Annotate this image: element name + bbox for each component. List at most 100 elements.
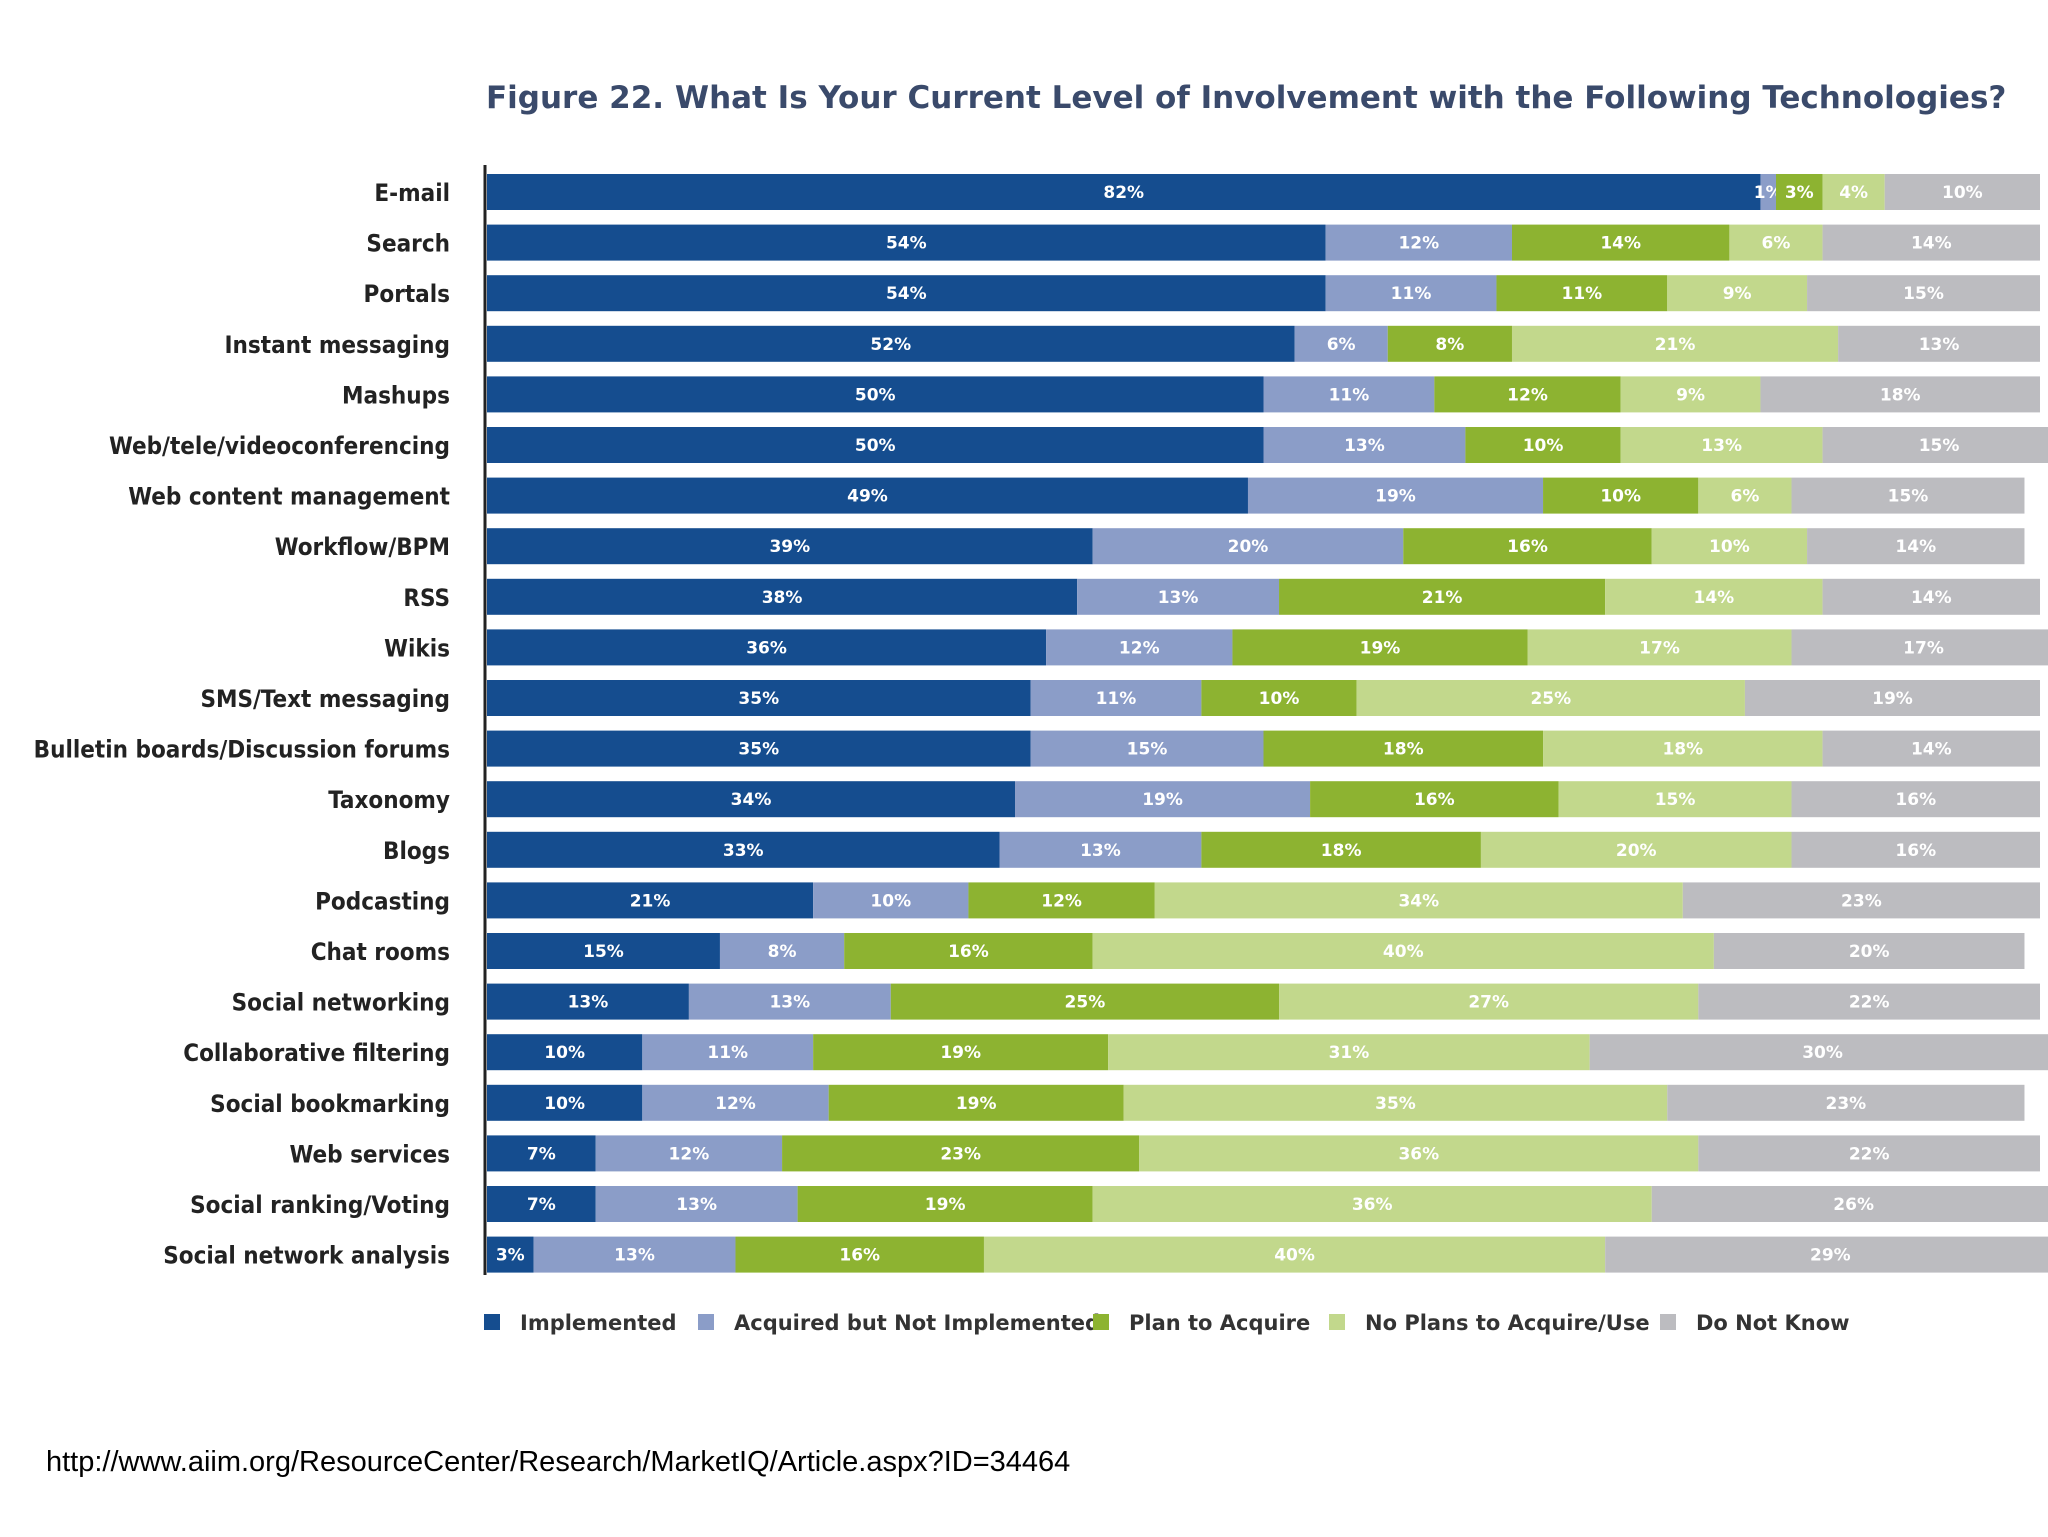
data-label: 9% (1676, 385, 1705, 405)
data-label: 11% (1329, 385, 1370, 405)
bar-segment-implemented (487, 528, 1093, 565)
data-label: 40% (1274, 1246, 1315, 1266)
bar-segment-no-plans (1154, 882, 1683, 919)
bar-segment-plan (1511, 224, 1730, 261)
bar-segment-acquired (1092, 528, 1404, 565)
data-label: 16% (1414, 790, 1455, 810)
data-label: 82% (1103, 183, 1144, 203)
data-label: 54% (886, 234, 927, 254)
bar-segment-no-plans (1139, 1135, 1699, 1172)
legend-label: Implemented (520, 1311, 677, 1335)
bar-segment-acquired (1247, 477, 1544, 514)
data-label: 19% (940, 1043, 981, 1063)
bar-segment-no-plans (1356, 680, 1745, 716)
bar-segment-implemented (487, 831, 1000, 868)
data-label: 9% (1723, 284, 1752, 304)
legend-label: No Plans to Acquire/Use (1365, 1311, 1650, 1335)
data-label: 16% (1895, 790, 1936, 810)
bar-segment-no-plans (1092, 933, 1714, 969)
bar-segment-plan (1496, 275, 1668, 312)
bar-segment-do-not-know (1744, 680, 2040, 716)
data-label: 15% (1127, 740, 1168, 760)
data-label: 13% (769, 993, 810, 1013)
bar-segment-implemented (487, 224, 1326, 261)
bars-layer: 82% 1% 3% 4% 10%54% 12% 14% 6% 14%54% 11% 11% 9% 15%… (487, 174, 2048, 1273)
bar-segment-plan (1232, 629, 1528, 666)
bar-segment-do-not-know (1822, 578, 2040, 615)
data-label: 13% (1080, 841, 1121, 861)
bar-segment-acquired (1015, 781, 1311, 818)
data-label: 11% (707, 1043, 748, 1063)
bar-segment-plan (1279, 578, 1606, 615)
bar-segment-implemented (487, 882, 814, 919)
category-label: Search (366, 230, 450, 258)
data-label: 33% (723, 841, 764, 861)
data-label: 35% (738, 689, 779, 709)
data-label: 11% (1391, 284, 1432, 304)
data-label: 10% (870, 891, 911, 911)
bar-segment-do-not-know (1605, 1236, 2048, 1273)
data-label: 14% (1895, 537, 1936, 557)
data-label: 10% (1709, 537, 1750, 557)
bar-segment-no-plans (1620, 376, 1761, 413)
bar-segment-do-not-know (1791, 629, 2048, 666)
data-label: 11% (1096, 689, 1137, 709)
bar-segment-no-plans (1527, 629, 1792, 666)
data-label: 14% (1911, 588, 1952, 608)
bar-segment-implemented (487, 174, 1761, 210)
bar-segment-no-plans (1698, 477, 1792, 514)
bar-segment-no-plans (1729, 224, 1823, 261)
bar-segment-plan (1387, 325, 1512, 362)
bar-segment-do-not-know (1760, 376, 2040, 413)
bar-segment-no-plans (1108, 1034, 1590, 1071)
bar-segment-plan (782, 1135, 1140, 1172)
bar-segment-implemented (487, 477, 1248, 514)
data-label: 12% (669, 1144, 710, 1164)
category-label: Collaborative filtering (183, 1039, 450, 1067)
data-label: 13% (1158, 588, 1199, 608)
bar-segment-do-not-know (1698, 1135, 2040, 1172)
category-labels: E-mail Search Portals Instant messaging Mash… (34, 179, 450, 1270)
bar-segment-acquired (1294, 325, 1388, 362)
bar-segment-implemented (487, 325, 1295, 362)
data-label: 35% (738, 740, 779, 760)
data-label: 54% (886, 284, 927, 304)
bar-segment-do-not-know (1651, 1186, 2048, 1222)
bar-segment-acquired (1325, 224, 1512, 261)
category-label: Social ranking/Voting (190, 1191, 450, 1219)
category-label: RSS (403, 584, 450, 612)
legend-swatch-acquired (698, 1314, 714, 1330)
category-label: Taxonomy (328, 786, 450, 814)
bar-segment-implemented (487, 730, 1031, 767)
data-label: 19% (1360, 638, 1401, 658)
data-label: 12% (1398, 234, 1439, 254)
data-label: 1% (1754, 183, 1783, 203)
data-label: 20% (1616, 841, 1657, 861)
bar-segment-implemented (487, 1135, 596, 1172)
data-label: 21% (630, 891, 671, 911)
data-label: 34% (731, 790, 772, 810)
data-label: 6% (1327, 335, 1356, 355)
bar-segment-do-not-know (1791, 477, 2025, 514)
data-label: 3% (1785, 183, 1814, 203)
legend-swatch-implemented (484, 1314, 500, 1330)
category-label: Blogs (383, 837, 450, 865)
bar-segment-plan (1263, 730, 1544, 767)
bar-segment-acquired (595, 1186, 798, 1222)
data-label: 15% (1888, 487, 1929, 507)
bar-segment-no-plans (983, 1236, 1606, 1273)
bar-segment-do-not-know (1791, 831, 2040, 868)
bar-segment-plan (1201, 831, 1481, 868)
bar-segment-implemented (487, 1084, 643, 1121)
data-label: 10% (1942, 183, 1983, 203)
data-label: 13% (676, 1195, 717, 1215)
bar-segment-implemented (487, 1186, 596, 1222)
data-label: 12% (715, 1094, 756, 1114)
data-label: 13% (568, 993, 609, 1013)
data-label: 21% (1655, 335, 1696, 355)
bar-segment-do-not-know (1667, 1084, 2025, 1121)
bar-segment-acquired (1263, 427, 1466, 463)
data-label: 18% (1662, 740, 1703, 760)
bar-segment-acquired (1263, 376, 1435, 413)
bar-segment-plan (890, 983, 1280, 1020)
